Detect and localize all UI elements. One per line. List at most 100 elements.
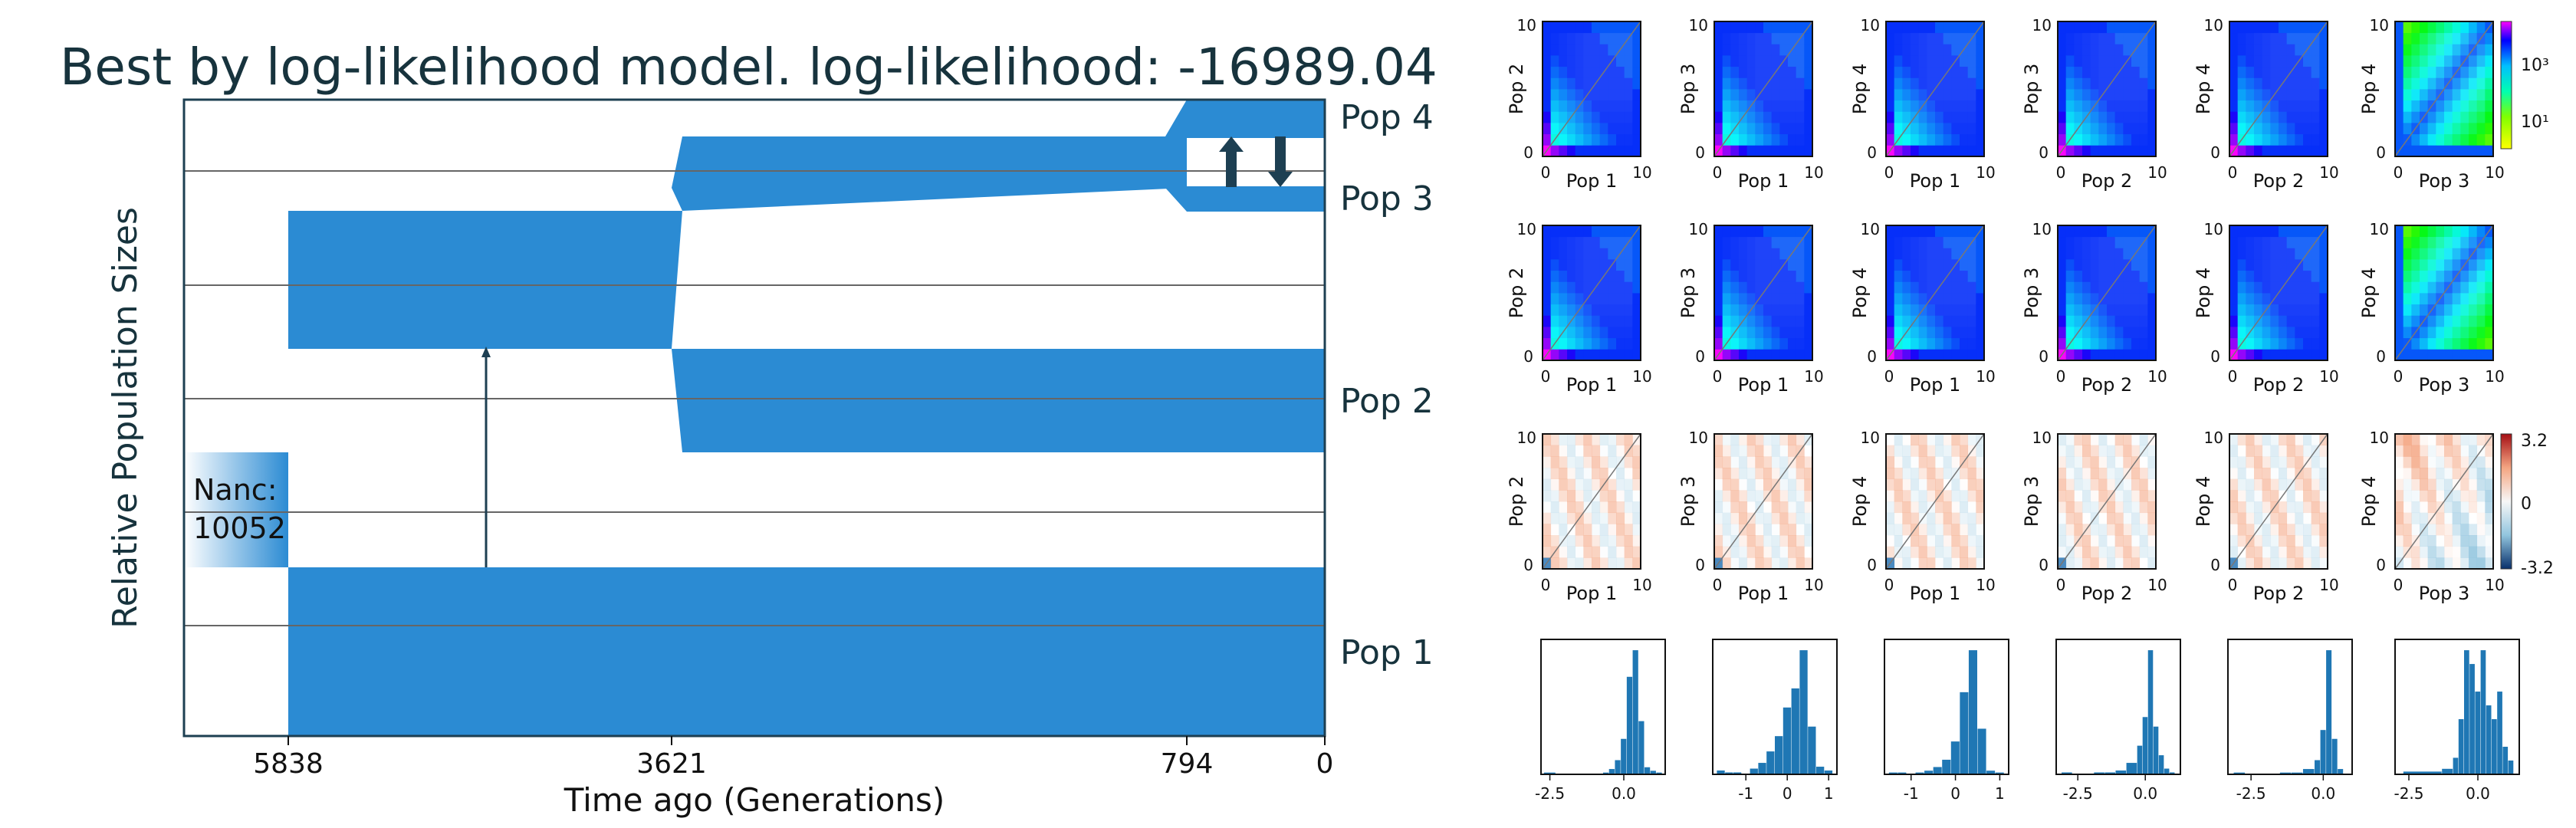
y-tick-label: 0	[1695, 347, 1705, 366]
heatmap-cell	[2403, 44, 2412, 56]
heatmap-cell	[2420, 535, 2429, 547]
heatmap-cell	[1911, 434, 1920, 446]
heatmap-cell	[2403, 524, 2412, 536]
heatmap-cell	[1559, 445, 1568, 457]
heatmap-cell	[2246, 337, 2255, 350]
heatmap-cell	[2229, 327, 2239, 339]
heatmap-cell	[1902, 304, 1911, 316]
heatmap-cell	[1902, 468, 1911, 480]
heatmap-cell	[2303, 524, 2312, 536]
heatmap-cell	[2246, 349, 2255, 361]
heatmap-cell	[2262, 270, 2271, 282]
heatmap-cell	[2058, 478, 2067, 491]
heatmap-cell	[2476, 281, 2486, 294]
heatmap-cell	[2395, 445, 2404, 457]
heatmap-cell	[1583, 66, 1592, 78]
heatmap-cell	[1918, 524, 1927, 536]
histogram-bar	[2164, 768, 2170, 774]
heatmap-cell	[1796, 327, 1805, 339]
heatmap-cell	[1624, 100, 1633, 112]
heatmap-cell	[1935, 535, 1944, 547]
heatmap-cell	[2114, 248, 2124, 260]
heatmap-cell	[2469, 501, 2478, 514]
heatmap-cell	[2427, 349, 2436, 361]
heatmap-cell	[1779, 66, 1789, 78]
heatmap-cell	[2139, 89, 2148, 101]
heatmap-cell	[2476, 248, 2486, 260]
heatmap-cell	[1714, 32, 1723, 44]
heatmap-cell	[2420, 77, 2429, 90]
heatmap-cell	[1796, 468, 1805, 480]
heatmap-cell	[1746, 468, 1756, 480]
heatmap-cell	[2420, 468, 2429, 480]
histogram-bar	[2458, 719, 2464, 774]
heatmap-cell	[1804, 100, 1813, 112]
heatmap-cell	[2460, 123, 2469, 135]
y-tick-label: 10	[1689, 429, 1708, 447]
heatmap-cell	[1714, 327, 1723, 339]
heatmap-cell	[1714, 66, 1723, 78]
heatmap-cell	[1771, 89, 1780, 101]
heatmap-cell	[1746, 77, 1756, 90]
heatmap-cell	[1592, 512, 1601, 524]
heatmap-cell	[2090, 123, 2099, 135]
heatmap-cell	[1592, 66, 1601, 78]
heatmap-cell	[1559, 225, 1568, 238]
x-tick-label: 10	[1632, 576, 1651, 594]
heatmap-cell	[2295, 111, 2304, 123]
heatmap-cell	[1927, 445, 1936, 457]
heatmap-cell	[1730, 145, 1740, 157]
heatmap-cell	[2082, 293, 2091, 305]
heatmap-cell	[1943, 32, 1952, 44]
heatmap-cell	[2319, 557, 2328, 570]
heatmap-cell	[2311, 349, 2320, 361]
heatmap-cell	[1967, 349, 1976, 361]
heatmap-cell	[1886, 327, 1895, 339]
heatmap-cell	[1543, 77, 1552, 90]
heatmap-cell	[1616, 293, 1625, 305]
heatmap-cell	[1722, 21, 1731, 34]
heatmap-cell	[1951, 327, 1960, 339]
heatmap-cell	[1771, 77, 1780, 90]
heatmap-cell	[1902, 434, 1911, 445]
histogram-bar	[1632, 650, 1638, 774]
heatmap-cell	[2139, 248, 2148, 260]
heatmap-cell	[1739, 100, 1748, 112]
heatmap-cell	[1550, 557, 1559, 570]
heatmap-cell	[2395, 468, 2404, 479]
heatmap-cell	[2460, 546, 2469, 558]
heatmap-cell	[2427, 315, 2436, 327]
heatmap-cell	[1543, 445, 1552, 457]
heatmap-cell	[1935, 111, 1944, 123]
heatmap-cell	[1763, 44, 1773, 56]
heatmap-cell	[2123, 111, 2132, 123]
heatmap-cell	[2123, 315, 2132, 327]
heatmap-cell	[2114, 100, 2124, 112]
heatmap-frame	[2229, 225, 2328, 361]
x-tick-label: 0	[2228, 576, 2238, 594]
heatmap-cell	[2058, 546, 2067, 558]
heatmap-cell	[2229, 225, 2239, 238]
heatmap-cell	[2319, 337, 2328, 350]
heatmap-cell	[2403, 281, 2412, 294]
heatmap-cell	[1886, 478, 1895, 491]
heatmap-cell	[1599, 259, 1608, 271]
heatmap-cell	[2262, 236, 2271, 248]
heatmap-cell	[2114, 89, 2124, 101]
heatmap-cell	[2114, 501, 2124, 514]
heatmap-cell	[2469, 145, 2478, 157]
heatmap-cell	[2107, 512, 2116, 524]
y-tick-label: 0	[1867, 556, 1877, 574]
heatmap-cell	[1608, 501, 1617, 514]
heatmap-cell	[1918, 293, 1927, 305]
heatmap-cell	[1918, 434, 1927, 446]
heatmap-cell	[2411, 456, 2420, 468]
heatmap-cell	[1592, 349, 1601, 361]
heatmap-cell	[1616, 270, 1625, 282]
heatmap-cell	[2279, 55, 2288, 67]
heatmap-cell	[1886, 293, 1895, 305]
heatmap-cell	[1804, 32, 1813, 44]
histogram-bar	[1924, 770, 1934, 774]
diagonal-line	[2057, 433, 2157, 570]
heatmap-cell	[2131, 225, 2141, 238]
